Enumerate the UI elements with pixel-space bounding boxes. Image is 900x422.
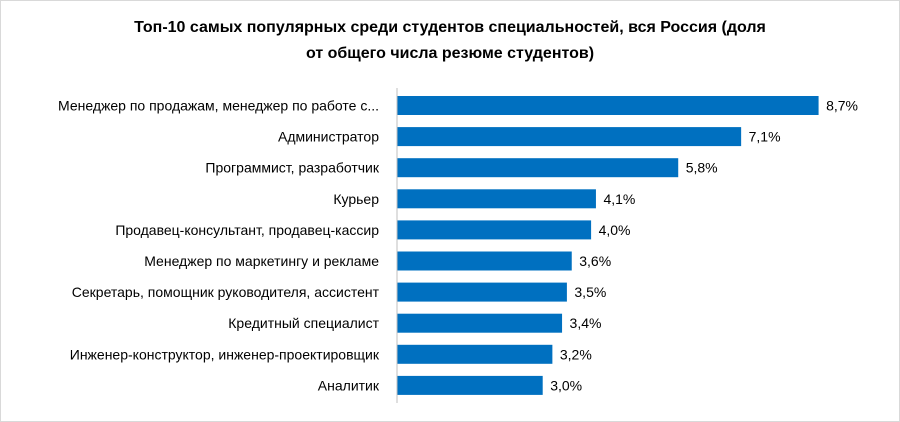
data-label: 3,6% (579, 253, 611, 269)
chart-title-line-2: от общего числа резюме студентов) (305, 45, 595, 62)
bar (397, 96, 819, 115)
category-label: Инженер-конструктор, инженер-проектировщ… (70, 346, 380, 362)
category-label: Секретарь, помощник руководителя, ассист… (72, 284, 380, 300)
category-label: Кредитный специалист (228, 315, 379, 331)
category-label: Администратор (278, 129, 379, 145)
bar (397, 251, 572, 271)
chart-title: Топ-10 самых популярных среди студентов … (1, 15, 899, 67)
chart-title-line-1: Топ-10 самых популярных среди студентов … (134, 19, 766, 36)
bar (397, 189, 596, 209)
data-label: 3,4% (570, 315, 602, 331)
bar (397, 158, 679, 178)
data-label: 3,0% (550, 377, 582, 393)
category-label: Менеджер по маркетингу и рекламе (144, 253, 379, 269)
bar (397, 344, 553, 364)
data-label: 5,8% (686, 160, 718, 176)
data-label: 3,2% (560, 346, 592, 362)
data-label: 8,7% (826, 98, 858, 114)
bar (397, 375, 543, 395)
data-label: 4,1% (603, 191, 635, 207)
bar (397, 220, 592, 240)
data-label: 4,0% (599, 222, 631, 238)
bar (397, 282, 567, 302)
category-label: Продавец-консультант, продавец-кассир (115, 222, 379, 238)
category-label: Аналитик (318, 377, 380, 393)
bar (397, 127, 742, 147)
data-label: 7,1% (749, 129, 781, 145)
data-label: 3,5% (574, 284, 606, 300)
category-label: Курьер (333, 191, 379, 207)
category-label: Менеджер по продажам, менеджер по работе… (58, 98, 379, 114)
bar (397, 313, 563, 333)
category-label: Программист, разработчик (205, 160, 379, 176)
